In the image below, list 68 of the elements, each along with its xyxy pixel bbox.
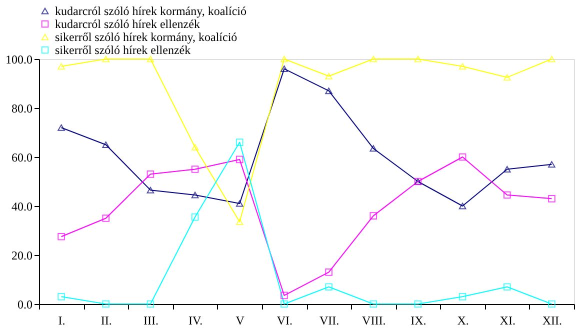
point [503,166,511,172]
point [191,166,199,173]
point [325,268,332,276]
point [58,124,65,131]
point [146,170,154,178]
x-tick-label: VIII. [362,314,386,328]
point [191,213,199,221]
y-tick-label: 60.0 [12,150,32,164]
point [280,66,288,72]
legend-label: sikerről szóló hírek ellenzék [55,43,191,57]
point [458,202,466,210]
point [102,300,110,308]
point [458,63,466,70]
point [58,232,65,240]
point [325,88,332,94]
point [146,186,154,194]
point [414,300,422,308]
point [370,300,378,308]
point [236,138,244,146]
point [548,161,556,168]
point [503,74,511,81]
x-tick-label: IX. [410,314,426,328]
point [191,144,199,150]
point [414,56,422,62]
point [146,300,154,308]
point [58,63,65,70]
point [370,56,378,62]
legend-label: sikerről szóló hírek kormány, koalíció [55,30,238,44]
y-tick-label: 100.0 [6,52,32,66]
point [458,292,466,300]
point [102,214,110,222]
point [102,56,110,62]
x-tick-label: VI. [276,314,293,328]
x-tick-label: III. [143,314,158,328]
point [102,142,110,148]
x-tick-label: VII. [319,314,340,328]
y-tick-label: 80.0 [12,102,32,116]
point [458,153,466,161]
y-tick-label: 40.0 [12,200,32,214]
point [548,56,556,62]
point [191,192,199,198]
point [236,200,244,207]
x-tick-label: V [236,314,245,328]
point [280,56,288,62]
point [146,56,154,62]
point [280,300,288,308]
point [370,145,378,152]
point [325,72,332,80]
legend-label: kudarcról szóló hírek kormány, koalíció [55,4,246,18]
x-tick-label: X. [457,314,469,328]
x-tick-label: II. [100,314,112,328]
point [503,283,511,291]
legend-label: kudarcról szóló hírek ellenzék [55,17,200,31]
point [325,283,332,291]
point [236,218,244,226]
x-tick-label: XI. [500,314,516,328]
point [280,292,288,300]
x-tick-label: XII. [542,314,562,328]
point [548,194,556,202]
point [548,300,556,308]
y-tick-label: 20.0 [12,248,32,262]
y-tick-label: 0.0 [18,298,32,312]
point [58,292,65,300]
x-tick-label: IV. [188,314,203,328]
point [236,156,244,164]
point [503,191,511,199]
point [370,212,378,220]
x-tick-label: I. [58,314,66,328]
